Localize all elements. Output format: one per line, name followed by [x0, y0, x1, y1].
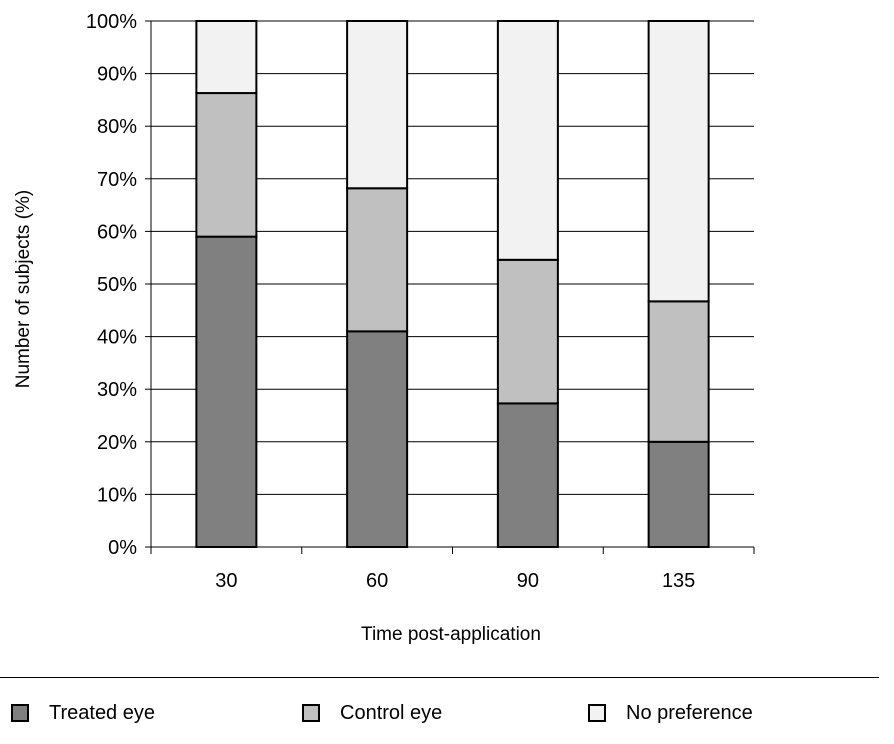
y-tick-label: 100% [86, 11, 137, 33]
stacked-bar-chart: 0% 10% 20% 30% 40% 50% 60% 70% 80% 90% 100% 30 60 90 1… [13, 11, 755, 645]
legend-item-control-eye: Control eye [302, 701, 442, 725]
y-tick-label: 10% [97, 484, 137, 506]
y-tick-label: 30% [97, 379, 137, 401]
legend: Treated eye Control eye No preference [0, 677, 894, 744]
legend-item-no-preference: No preference [588, 701, 753, 725]
x-axis-title: Time post-application [361, 624, 541, 645]
x-tick-label: 135 [662, 570, 695, 592]
y-tick-label: 50% [97, 274, 137, 296]
legend-label-no-preference: No preference [626, 701, 753, 724]
x-tick-label: 60 [366, 570, 388, 592]
axes: 0% 10% 20% 30% 40% 50% 60% 70% 80% 90% 100% 30 60 90 1… [86, 11, 755, 592]
bar-segment-no-preference-30 [195, 20, 258, 95]
bar-segment-control-eye-135 [647, 300, 710, 443]
legend-swatch-no-preference [588, 704, 606, 722]
y-tick-label: 90% [97, 64, 137, 86]
bar-segment-control-eye-90 [496, 258, 559, 405]
y-tick-label: 60% [97, 221, 137, 243]
legend-item-treated-eye: Treated eye [11, 701, 155, 725]
y-tick-label: 20% [97, 432, 137, 454]
bars [195, 20, 710, 549]
x-tick-label: 90 [517, 570, 539, 592]
y-tick-label: 40% [97, 327, 137, 349]
bar-segment-treated-eye-60 [346, 330, 409, 548]
bar-segment-no-preference-90 [496, 20, 559, 261]
bar-segment-treated-eye-90 [496, 402, 559, 549]
bar-segment-control-eye-30 [195, 92, 258, 238]
bar-segment-no-preference-60 [346, 20, 409, 190]
legend-label-treated-eye: Treated eye [49, 701, 155, 724]
y-tick-label: 0% [108, 537, 137, 559]
bar-segment-no-preference-135 [647, 20, 710, 303]
legend-label-control-eye: Control eye [340, 701, 443, 724]
legend-swatch-control-eye [302, 704, 320, 722]
bar-segment-control-eye-60 [346, 187, 409, 333]
y-tick-label: 80% [97, 116, 137, 138]
bar-segment-treated-eye-30 [195, 235, 258, 548]
y-axis-title: Number of subjects (%) [13, 190, 34, 389]
legend-divider [0, 677, 879, 678]
legend-swatch-treated-eye [11, 704, 29, 722]
x-tick-label: 30 [215, 570, 237, 592]
y-tick-label: 70% [97, 169, 137, 191]
bar-segment-treated-eye-135 [647, 440, 710, 548]
